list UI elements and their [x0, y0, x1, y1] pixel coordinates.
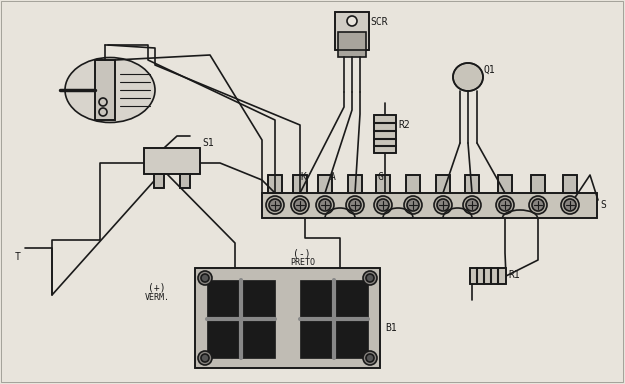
Bar — [180, 174, 190, 188]
Circle shape — [269, 199, 281, 211]
Bar — [154, 174, 164, 188]
Bar — [470, 268, 506, 284]
Text: G: G — [378, 172, 384, 182]
Ellipse shape — [65, 58, 155, 122]
Circle shape — [266, 196, 284, 214]
Text: K: K — [300, 172, 306, 182]
Bar — [195, 268, 380, 368]
Circle shape — [434, 196, 452, 214]
Text: R2: R2 — [398, 120, 410, 130]
Bar — [406, 175, 420, 193]
Circle shape — [294, 199, 306, 211]
Bar — [268, 175, 282, 193]
Circle shape — [466, 199, 478, 211]
Bar — [195, 268, 380, 368]
Bar — [293, 175, 307, 193]
Circle shape — [404, 196, 422, 214]
Text: T: T — [15, 252, 21, 262]
Circle shape — [198, 271, 212, 285]
Bar — [318, 175, 332, 193]
Circle shape — [198, 351, 212, 365]
Circle shape — [201, 274, 209, 282]
Bar — [374, 115, 396, 153]
Circle shape — [319, 199, 331, 211]
Bar — [318, 175, 332, 193]
Circle shape — [366, 354, 374, 362]
Circle shape — [363, 271, 377, 285]
Bar — [300, 280, 368, 358]
Text: (-): (-) — [293, 248, 311, 258]
Bar — [338, 32, 366, 57]
Circle shape — [463, 196, 481, 214]
Text: SCR: SCR — [370, 17, 388, 27]
Circle shape — [499, 199, 511, 211]
Bar — [262, 193, 597, 218]
Bar — [207, 280, 275, 358]
Bar — [563, 175, 577, 193]
Circle shape — [564, 199, 576, 211]
Bar — [374, 115, 396, 153]
Bar — [293, 175, 307, 193]
Bar — [376, 175, 390, 193]
Bar — [498, 175, 512, 193]
Circle shape — [291, 196, 309, 214]
Bar — [95, 60, 115, 120]
Circle shape — [347, 16, 357, 26]
Text: R1: R1 — [508, 270, 520, 280]
Circle shape — [377, 199, 389, 211]
Bar — [465, 175, 479, 193]
Circle shape — [366, 274, 374, 282]
Bar — [470, 268, 506, 284]
Text: S1: S1 — [202, 138, 214, 148]
Bar — [436, 175, 450, 193]
Bar — [95, 60, 115, 120]
Bar — [268, 175, 282, 193]
Circle shape — [201, 354, 209, 362]
Circle shape — [437, 199, 449, 211]
Text: B1: B1 — [385, 323, 397, 333]
Text: A: A — [330, 172, 336, 182]
Bar — [531, 175, 545, 193]
Bar — [498, 175, 512, 193]
Circle shape — [363, 351, 377, 365]
Bar — [348, 175, 362, 193]
Text: S: S — [600, 200, 606, 210]
Circle shape — [374, 196, 392, 214]
Text: PRETO: PRETO — [290, 258, 315, 267]
Bar — [144, 148, 200, 174]
Bar — [180, 174, 190, 188]
Text: (+): (+) — [148, 283, 166, 293]
Bar — [154, 174, 164, 188]
Bar — [335, 12, 369, 50]
Bar — [348, 175, 362, 193]
Bar — [144, 148, 200, 174]
Circle shape — [496, 196, 514, 214]
Text: Q1: Q1 — [484, 65, 496, 75]
Bar — [376, 175, 390, 193]
Bar — [531, 175, 545, 193]
Circle shape — [561, 196, 579, 214]
Bar — [563, 175, 577, 193]
Circle shape — [349, 199, 361, 211]
Circle shape — [346, 196, 364, 214]
Ellipse shape — [453, 63, 483, 91]
Circle shape — [316, 196, 334, 214]
Bar — [465, 175, 479, 193]
Bar — [436, 175, 450, 193]
Text: VERM.: VERM. — [145, 293, 170, 302]
Bar — [335, 12, 369, 50]
Circle shape — [407, 199, 419, 211]
Bar — [406, 175, 420, 193]
Circle shape — [529, 196, 547, 214]
Bar — [262, 193, 597, 218]
Circle shape — [532, 199, 544, 211]
